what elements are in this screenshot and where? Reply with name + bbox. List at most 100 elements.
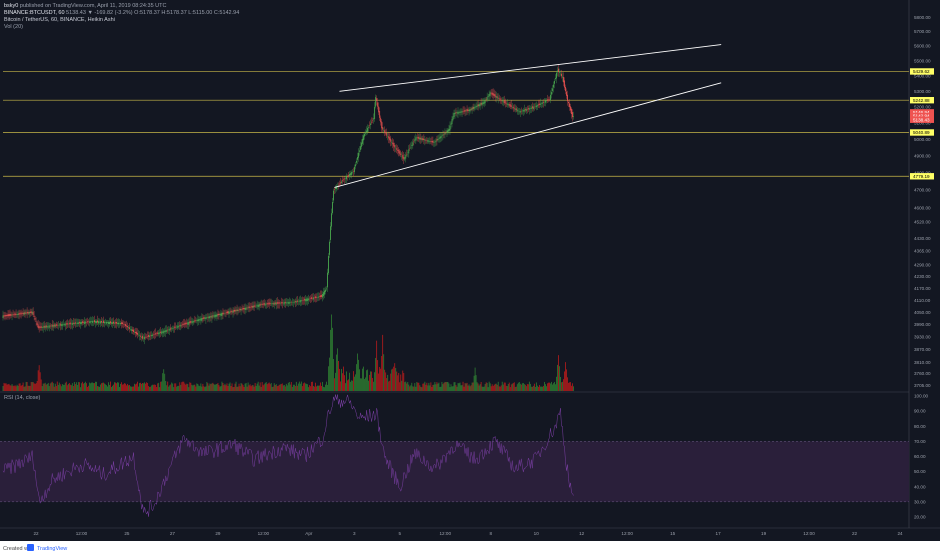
volume-bar bbox=[352, 380, 353, 391]
candle-body bbox=[18, 312, 20, 315]
candle-body bbox=[152, 334, 154, 336]
volume-bar bbox=[27, 385, 29, 391]
volume-bar bbox=[537, 386, 539, 391]
candle-body bbox=[503, 99, 505, 104]
candle-body bbox=[233, 309, 235, 312]
candle-body bbox=[493, 93, 495, 96]
candle-body bbox=[523, 109, 525, 112]
volume-bar bbox=[542, 385, 544, 391]
header-line-1: bsky0 published on TradingView.com, Apri… bbox=[4, 3, 166, 10]
candle-body bbox=[362, 138, 363, 144]
tradingview-logo-icon bbox=[27, 544, 34, 551]
candle-body bbox=[494, 94, 496, 97]
volume-bar bbox=[559, 366, 560, 391]
candle-body bbox=[26, 311, 28, 314]
candle-body bbox=[179, 325, 181, 326]
volume-bar bbox=[142, 383, 144, 391]
candle-body bbox=[7, 314, 9, 317]
price-tag bbox=[910, 68, 934, 75]
candle-body bbox=[328, 255, 329, 274]
author[interactable]: bsky0 bbox=[4, 3, 19, 9]
volume-bar bbox=[427, 385, 429, 391]
candle-body bbox=[515, 108, 517, 111]
volume-bar bbox=[189, 382, 191, 391]
volume-bar bbox=[214, 384, 216, 391]
volume-bar bbox=[222, 383, 224, 391]
volume-bar bbox=[383, 354, 385, 391]
volume-bar bbox=[200, 383, 202, 391]
candle-body bbox=[287, 301, 289, 304]
price-tag bbox=[910, 97, 934, 104]
volume-bar bbox=[379, 367, 381, 391]
time-tick-label: 3 bbox=[353, 531, 356, 536]
volume-bar bbox=[306, 384, 308, 391]
candle-body bbox=[331, 213, 332, 227]
candle-body bbox=[164, 330, 166, 333]
tradingview-link[interactable]: TradingView bbox=[37, 546, 68, 552]
volume-bar bbox=[342, 373, 343, 391]
candle-body bbox=[134, 331, 135, 333]
candle-body bbox=[558, 68, 559, 73]
volume-bar bbox=[474, 367, 476, 391]
volume-bar bbox=[435, 384, 437, 391]
candle-body bbox=[16, 314, 18, 315]
candle-body bbox=[110, 321, 111, 324]
volume-bar bbox=[71, 383, 73, 391]
candle-body bbox=[513, 107, 515, 109]
volume-bar bbox=[50, 382, 52, 391]
candle-body bbox=[173, 327, 175, 329]
candle-body bbox=[54, 324, 56, 327]
candle-body bbox=[332, 202, 333, 214]
volume-bar bbox=[9, 385, 11, 391]
candle-body bbox=[182, 323, 184, 326]
volume-bar bbox=[225, 385, 227, 391]
candle-body bbox=[486, 97, 488, 100]
candle-body bbox=[24, 311, 26, 315]
candle-body bbox=[556, 72, 557, 79]
volume-bar bbox=[130, 386, 131, 391]
candle-body bbox=[91, 320, 93, 323]
volume-bar bbox=[51, 381, 53, 391]
volume-bar bbox=[455, 385, 457, 391]
volume-bar bbox=[557, 364, 558, 391]
volume-bar bbox=[69, 384, 71, 391]
volume-bar bbox=[21, 384, 23, 391]
volume-bar bbox=[540, 386, 542, 391]
candle-body bbox=[272, 303, 274, 304]
volume-bar bbox=[216, 383, 218, 391]
volume-bar bbox=[190, 382, 192, 391]
volume-bar bbox=[209, 383, 211, 391]
candle-body bbox=[204, 317, 206, 319]
volume-bar bbox=[434, 382, 436, 391]
volume-bar bbox=[462, 381, 464, 391]
candle-body bbox=[249, 306, 251, 308]
price-tag-label: 5146.94 bbox=[913, 110, 930, 115]
candle-body bbox=[450, 123, 452, 125]
volume-bar bbox=[101, 383, 102, 391]
volume-bar bbox=[533, 383, 535, 391]
candle-body bbox=[381, 121, 383, 129]
candle-body bbox=[245, 307, 247, 310]
volume-bar bbox=[476, 382, 478, 391]
candle-body bbox=[57, 324, 59, 326]
volume-bar bbox=[409, 386, 411, 391]
candle-body bbox=[235, 310, 237, 312]
candle-body bbox=[340, 182, 341, 184]
volume-bar bbox=[509, 387, 511, 391]
time-tick-label: 24 bbox=[897, 531, 903, 536]
candle-body bbox=[215, 314, 217, 317]
volume-bar bbox=[232, 387, 234, 391]
candle-body bbox=[56, 324, 58, 326]
volume-bar bbox=[287, 382, 289, 391]
price-tick-label: 5200.00 bbox=[914, 105, 931, 110]
candle-body bbox=[201, 317, 203, 321]
candle-body bbox=[9, 314, 11, 316]
volume-bar bbox=[411, 382, 413, 391]
volume-bar bbox=[4, 383, 6, 391]
volume-bar bbox=[376, 340, 378, 391]
volume-bar bbox=[250, 386, 252, 391]
volume-bar bbox=[198, 385, 200, 391]
volume-bar bbox=[99, 386, 100, 391]
volume-bar bbox=[330, 329, 331, 391]
candle-body bbox=[112, 322, 113, 324]
